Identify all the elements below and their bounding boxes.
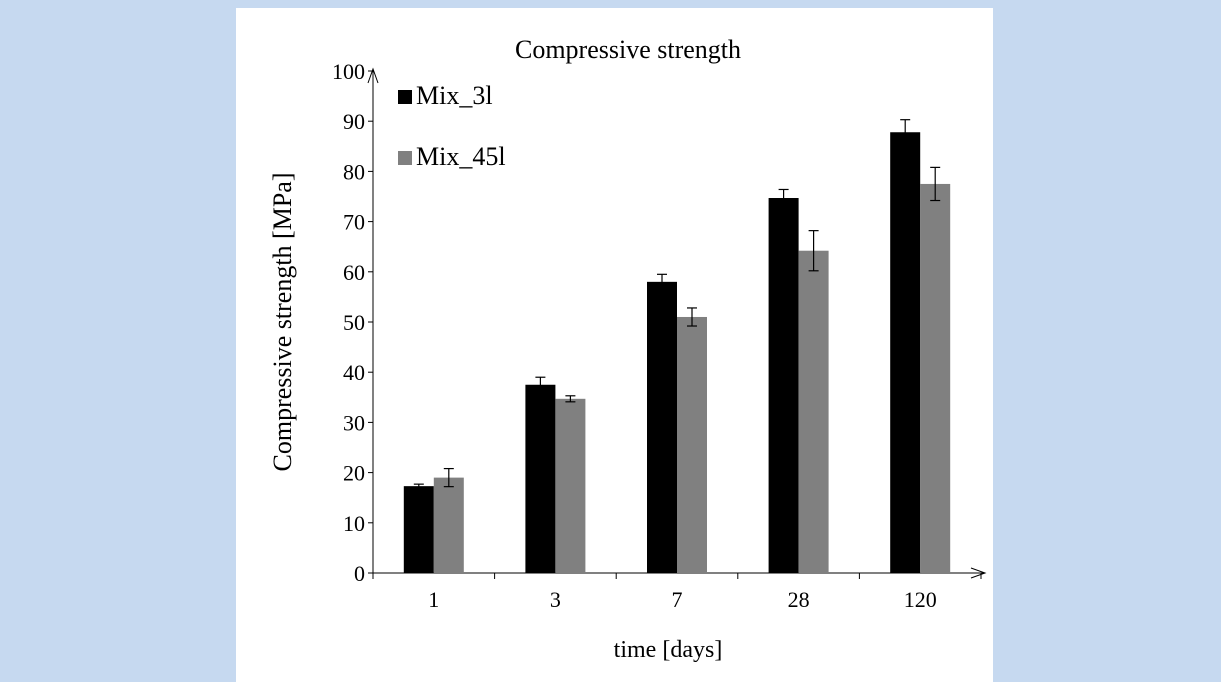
bar — [920, 183, 951, 573]
bar — [403, 486, 434, 573]
y-tick-label: 80 — [343, 159, 365, 184]
chart-panel: Compressive strength time [days] Compres… — [236, 8, 993, 682]
x-tick-label: 120 — [904, 587, 937, 612]
x-tick-label: 7 — [672, 587, 683, 612]
chart-axes: 0 10 20 30 40 50 60 70 80 90 100 1 3 7 28 120 — [332, 59, 987, 612]
y-axis-arrow — [367, 67, 379, 84]
bar — [525, 384, 556, 573]
bar — [798, 250, 829, 573]
bar — [677, 316, 707, 573]
x-tick-label: 1 — [428, 587, 439, 612]
y-tick-label: 20 — [343, 461, 365, 486]
bar-chart: Compressive strength time [days] Compres… — [268, 35, 987, 663]
chart-legend: Mix_3l Mix_45l — [398, 81, 506, 171]
x-axis-label: time [days] — [614, 637, 723, 663]
bar — [433, 477, 464, 573]
y-tick-label: 60 — [343, 260, 365, 285]
y-tick-label: 0 — [354, 561, 365, 586]
legend-swatch — [398, 151, 412, 165]
bar — [890, 132, 921, 573]
y-tick-label: 40 — [343, 360, 365, 385]
x-tick-label: 3 — [550, 587, 561, 612]
x-tick-label: 28 — [788, 587, 810, 612]
legend-label: Mix_3l — [416, 81, 493, 110]
legend-label: Mix_45l — [416, 142, 506, 171]
bar — [647, 281, 677, 573]
y-tick-label: 30 — [343, 410, 365, 435]
y-tick-label: 10 — [343, 511, 365, 536]
y-tick-label: 50 — [343, 310, 365, 335]
y-axis-label: Compressive strength [MPa] — [268, 173, 297, 472]
legend-swatch — [398, 90, 412, 104]
y-tick-label: 100 — [332, 59, 365, 84]
chart-bars — [403, 119, 951, 574]
chart-title: Compressive strength — [515, 35, 741, 64]
y-tick-label: 70 — [343, 210, 365, 235]
bar — [768, 198, 799, 574]
bar — [555, 398, 586, 573]
x-axis-arrow — [970, 567, 987, 579]
y-tick-label: 90 — [343, 109, 365, 134]
